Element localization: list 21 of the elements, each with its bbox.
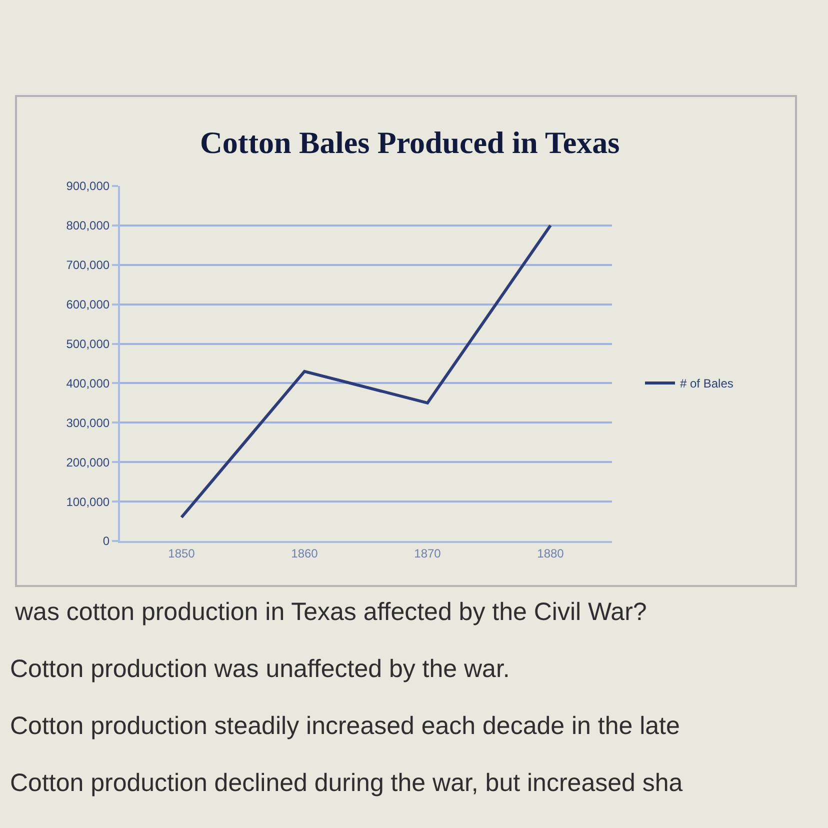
text: was cotton production in Texas affected by the Civil War? bbox=[14, 598, 647, 626]
y-tick-label: 700,000 bbox=[66, 258, 110, 272]
y-tick-label: 300,000 bbox=[66, 416, 110, 430]
x-tick-label: 1860 bbox=[291, 546, 318, 560]
y-tick-label: 900,000 bbox=[66, 179, 110, 194]
y-tick-label: 400,000 bbox=[66, 376, 110, 390]
y-tick-label: 200,000 bbox=[66, 455, 110, 470]
chart-title: Cotton Bales Produced in Texas bbox=[200, 124, 620, 160]
text: Cotton production declined during the war, but increased sha bbox=[10, 769, 683, 797]
legend-label: # of Bales bbox=[680, 376, 734, 391]
y-tick-label: 500,000 bbox=[66, 336, 110, 351]
x-tick-label: 1880 bbox=[537, 546, 564, 560]
line-series bbox=[180, 224, 552, 519]
y-tick-label: 600,000 bbox=[66, 298, 110, 312]
y-tick-label: 800,000 bbox=[66, 218, 110, 233]
x-tick-label: 1850 bbox=[168, 546, 196, 560]
x-tick-label: 1870 bbox=[414, 546, 442, 560]
text: Cotton production was unaffected by the war. bbox=[10, 655, 510, 683]
y-tick-label: 0 bbox=[102, 534, 110, 548]
y-tick-label: 100,000 bbox=[66, 494, 110, 509]
text: Cotton production steadily increased each decade in the late bbox=[10, 712, 680, 740]
